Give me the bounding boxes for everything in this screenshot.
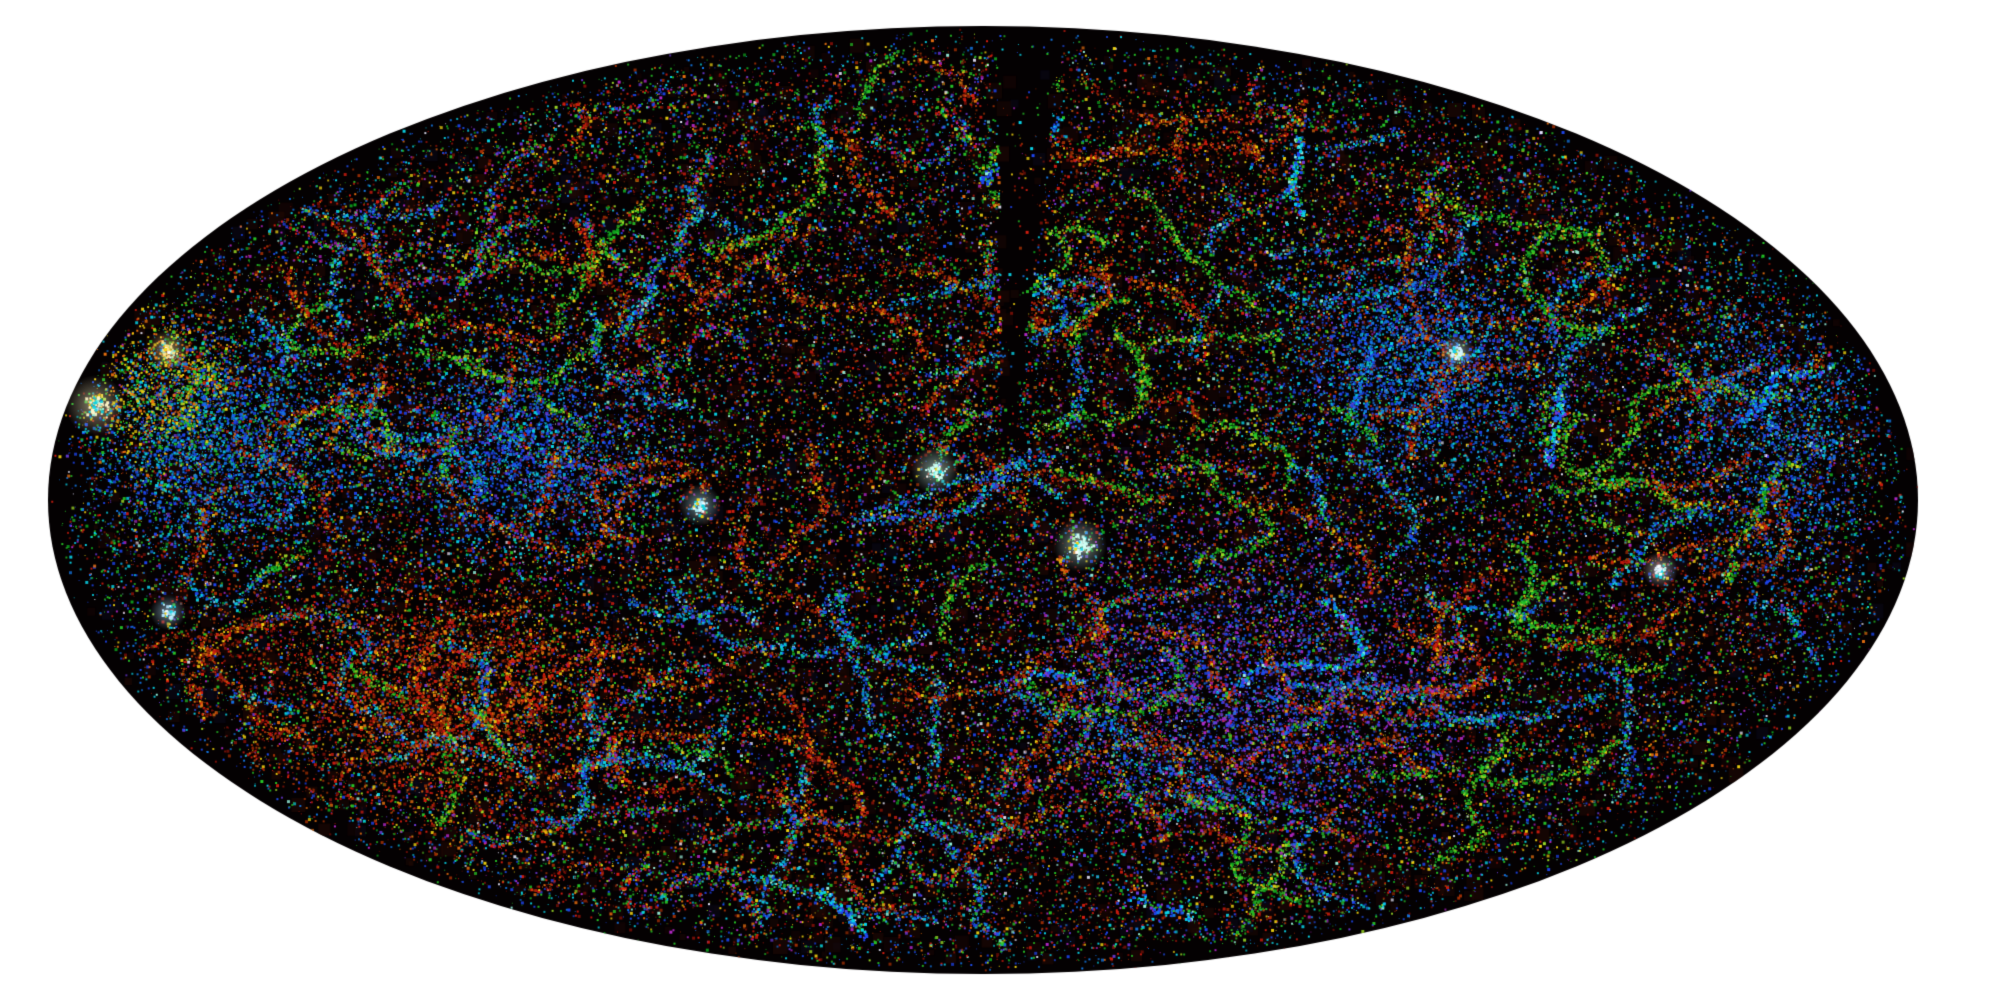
all-sky-galaxy-map-canvas — [0, 0, 2000, 1000]
sky-map-figure — [0, 0, 2000, 1000]
